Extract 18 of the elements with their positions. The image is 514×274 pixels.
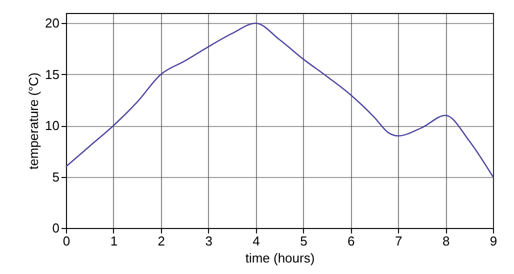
y-axis-title: temperature (°C) (26, 72, 42, 170)
y-tick-label: 5 (52, 169, 60, 184)
y-tick-label: 15 (45, 66, 60, 82)
y-tick-label: 10 (45, 118, 60, 134)
x-tick-label: 3 (205, 234, 212, 248)
line-series (65, 22, 494, 178)
x-tick-label: 0 (62, 234, 70, 248)
x-tick-label: 1 (110, 234, 118, 248)
y-tick-label: 20 (45, 16, 60, 31)
x-tick-label: 9 (490, 234, 498, 248)
x-tick-label: 8 (442, 234, 450, 248)
x-tick-label: 6 (348, 234, 355, 248)
x-tick-label: 7 (394, 234, 402, 248)
x-tick-label: 5 (300, 234, 308, 248)
x-tick-label: 2 (158, 234, 166, 248)
x-tick-label: 4 (252, 234, 260, 248)
x-axis-title: time (hours) (245, 250, 315, 266)
y-tick-label: 0 (52, 220, 60, 236)
